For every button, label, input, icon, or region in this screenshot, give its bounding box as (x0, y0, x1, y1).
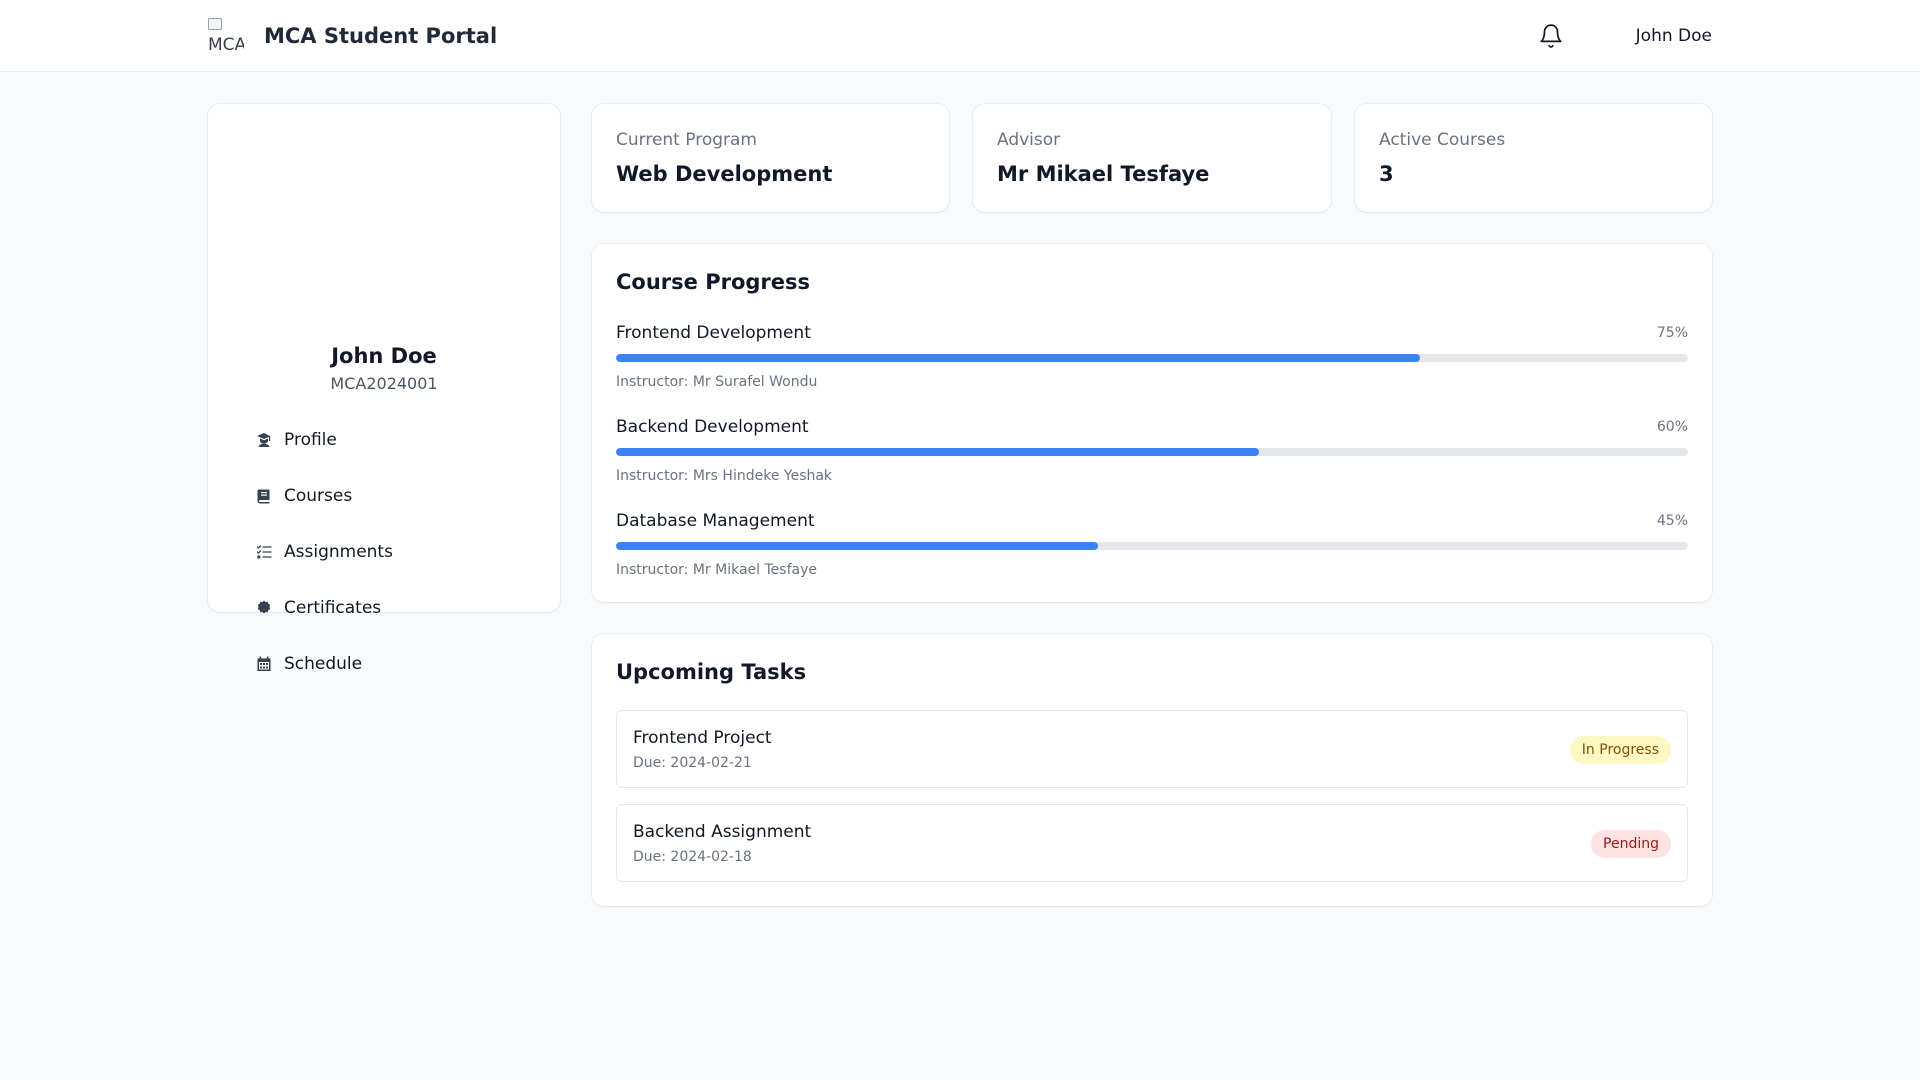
course-progress-item: Database Management 45% Instructor: Mr M… (616, 510, 1688, 578)
progress-fill (616, 542, 1099, 550)
stat-label: Active Courses (1379, 130, 1506, 150)
sidebar-item-profile[interactable]: Profile (232, 416, 536, 464)
sidebar: John Doe MCA2024001 Profile Courses (208, 104, 560, 674)
book-icon (257, 489, 270, 504)
section-title: Upcoming Tasks (616, 660, 807, 684)
top-header: MCA MCA Student Portal John Doe (0, 0, 1920, 72)
app-title: MCA Student Portal (264, 24, 498, 48)
profile-name: John Doe (331, 344, 437, 368)
logo-alt-text: MCA (208, 35, 244, 54)
certificate-icon (257, 600, 271, 614)
stat-card-program: Current Program Web Development (592, 104, 949, 212)
brand[interactable]: MCA MCA Student Portal (208, 18, 497, 54)
stat-card-advisor: Advisor Mr Mikael Tesfaye (973, 104, 1331, 212)
course-instructor: Instructor: Mr Mikael Tesfaye (616, 562, 817, 578)
task-due-date: Due: 2024-02-18 (633, 849, 752, 865)
sidebar-item-label: Certificates (284, 598, 382, 618)
task-title: Backend Assignment (633, 822, 812, 842)
stat-label: Current Program (616, 130, 757, 150)
progress-track (616, 354, 1688, 362)
sidebar-item-assignments[interactable]: Assignments (232, 528, 536, 576)
course-percent: 60% (1656, 419, 1688, 435)
broken-image-icon (208, 18, 222, 30)
course-name: Frontend Development (616, 323, 811, 343)
upcoming-tasks-card: Upcoming Tasks Frontend Project Due: 202… (592, 634, 1712, 906)
sidebar-item-label: Courses (284, 486, 353, 506)
sidebar-item-courses[interactable]: Courses (232, 472, 536, 520)
stat-label: Advisor (997, 130, 1061, 150)
course-percent: 75% (1656, 325, 1688, 341)
course-progress-card: Course Progress Frontend Development 75%… (592, 244, 1712, 602)
tasks-icon (256, 545, 272, 559)
stat-value: Mr Mikael Tesfaye (997, 162, 1210, 186)
task-due-date: Due: 2024-02-21 (633, 755, 752, 771)
course-percent: 45% (1656, 513, 1688, 529)
course-name: Database Management (616, 511, 815, 531)
task-item[interactable]: Backend Assignment Due: 2024-02-18 Pendi… (616, 804, 1688, 882)
calendar-icon (257, 656, 271, 671)
progress-fill (616, 448, 1260, 456)
section-title: Course Progress (616, 270, 811, 294)
status-badge: In Progress (1569, 736, 1671, 764)
logo-image: MCA (208, 18, 244, 54)
task-title: Frontend Project (633, 728, 772, 748)
stat-value: 3 (1379, 162, 1394, 186)
sidebar-item-label: Profile (284, 430, 337, 450)
course-progress-item: Backend Development 60% Instructor: Mrs … (616, 416, 1688, 484)
course-instructor: Instructor: Mr Surafel Wondu (616, 374, 818, 390)
sidebar-item-certificates[interactable]: Certificates (232, 584, 536, 632)
graduate-icon (257, 433, 271, 447)
student-id: MCA2024001 (330, 374, 438, 393)
sidebar-item-schedule[interactable]: Schedule (232, 640, 536, 688)
sidebar-item-label: Assignments (284, 542, 393, 562)
bell-icon[interactable] (1538, 23, 1564, 49)
task-item[interactable]: Frontend Project Due: 2024-02-21 In Prog… (616, 710, 1688, 788)
sidebar-nav: Profile Courses Assignments Certificat (232, 416, 536, 696)
progress-track (616, 448, 1688, 456)
course-instructor: Instructor: Mrs Hindeke Yeshak (616, 468, 833, 484)
course-progress-item: Frontend Development 75% Instructor: Mr … (616, 322, 1688, 390)
stat-card-active-courses: Active Courses 3 (1355, 104, 1712, 212)
sidebar-item-label: Schedule (284, 654, 363, 674)
stat-value: Web Development (616, 162, 833, 186)
progress-fill (616, 354, 1420, 362)
progress-track (616, 542, 1688, 550)
header-user-name[interactable]: John Doe (1635, 26, 1712, 46)
course-name: Backend Development (616, 417, 809, 437)
status-badge: Pending (1591, 830, 1671, 858)
